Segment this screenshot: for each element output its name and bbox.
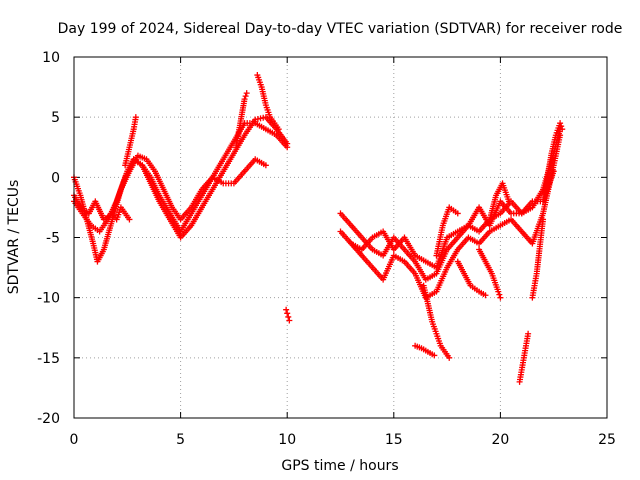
data-point (243, 90, 250, 97)
data-point (525, 330, 532, 337)
series-spike-d (109, 204, 133, 223)
y-tick-label: 10 (42, 50, 60, 66)
y-tick-label: 0 (51, 170, 60, 186)
data-point (284, 140, 291, 147)
series-blip (283, 306, 293, 324)
data-points (71, 72, 566, 385)
series-descent-d (454, 258, 489, 299)
data-point (454, 210, 461, 217)
series-descent-a (420, 282, 453, 361)
data-point (446, 354, 453, 361)
series-drop-b (529, 216, 547, 301)
y-tick-label: -5 (46, 231, 60, 247)
data-point (262, 162, 269, 169)
series-descent-b (412, 342, 438, 359)
x-tick-label: 0 (70, 432, 79, 448)
series-track-e (337, 132, 564, 301)
chart-title: Day 199 of 2024, Sidereal Day-to-day VTE… (58, 21, 623, 37)
series-peak-b (486, 180, 512, 223)
series-spike-a (122, 114, 139, 169)
data-point (540, 216, 547, 223)
series-spike-b (233, 90, 250, 151)
x-tick-label: 5 (176, 432, 185, 448)
x-tick-label: 20 (491, 432, 509, 448)
data-point (285, 313, 292, 320)
data-point (557, 120, 564, 127)
plot-frame (73, 56, 608, 419)
series-drop-a (516, 330, 532, 385)
series-descent-c (476, 246, 504, 301)
data-point (482, 292, 489, 299)
data-point (559, 126, 566, 133)
y-tick-label: -15 (37, 351, 60, 367)
data-point (558, 123, 565, 130)
data-point (132, 114, 139, 121)
data-point (550, 168, 557, 175)
data-point (497, 294, 504, 301)
data-point (431, 352, 438, 359)
grid-lines (74, 57, 607, 418)
data-point (241, 96, 248, 103)
data-point (505, 198, 512, 205)
series-track-c (71, 152, 269, 223)
y-tick-label: -20 (37, 411, 60, 427)
x-tick-label: 10 (278, 432, 296, 448)
axis-ticks: 0 5 10 15 20 25 -20 -15 -10 -5 0 5 10 (37, 50, 616, 448)
data-point (242, 93, 249, 100)
x-axis-label: GPS time / hours (281, 458, 398, 474)
x-tick-label: 15 (385, 432, 403, 448)
y-tick-label: -10 (37, 291, 60, 307)
data-point (283, 306, 290, 313)
series-rise-a (540, 120, 566, 205)
series-track-f (348, 168, 557, 271)
series-spike-c (254, 72, 282, 133)
data-point (495, 288, 502, 295)
y-axis-label: SDTVAR / TECUs (6, 180, 22, 295)
y-tick-label: 5 (51, 110, 60, 126)
x-tick-label: 25 (598, 432, 616, 448)
data-point (284, 310, 291, 317)
series-peak-a (433, 204, 461, 259)
data-point (275, 126, 282, 133)
data-point (286, 317, 293, 324)
data-point (126, 216, 133, 223)
data-point (496, 291, 503, 298)
